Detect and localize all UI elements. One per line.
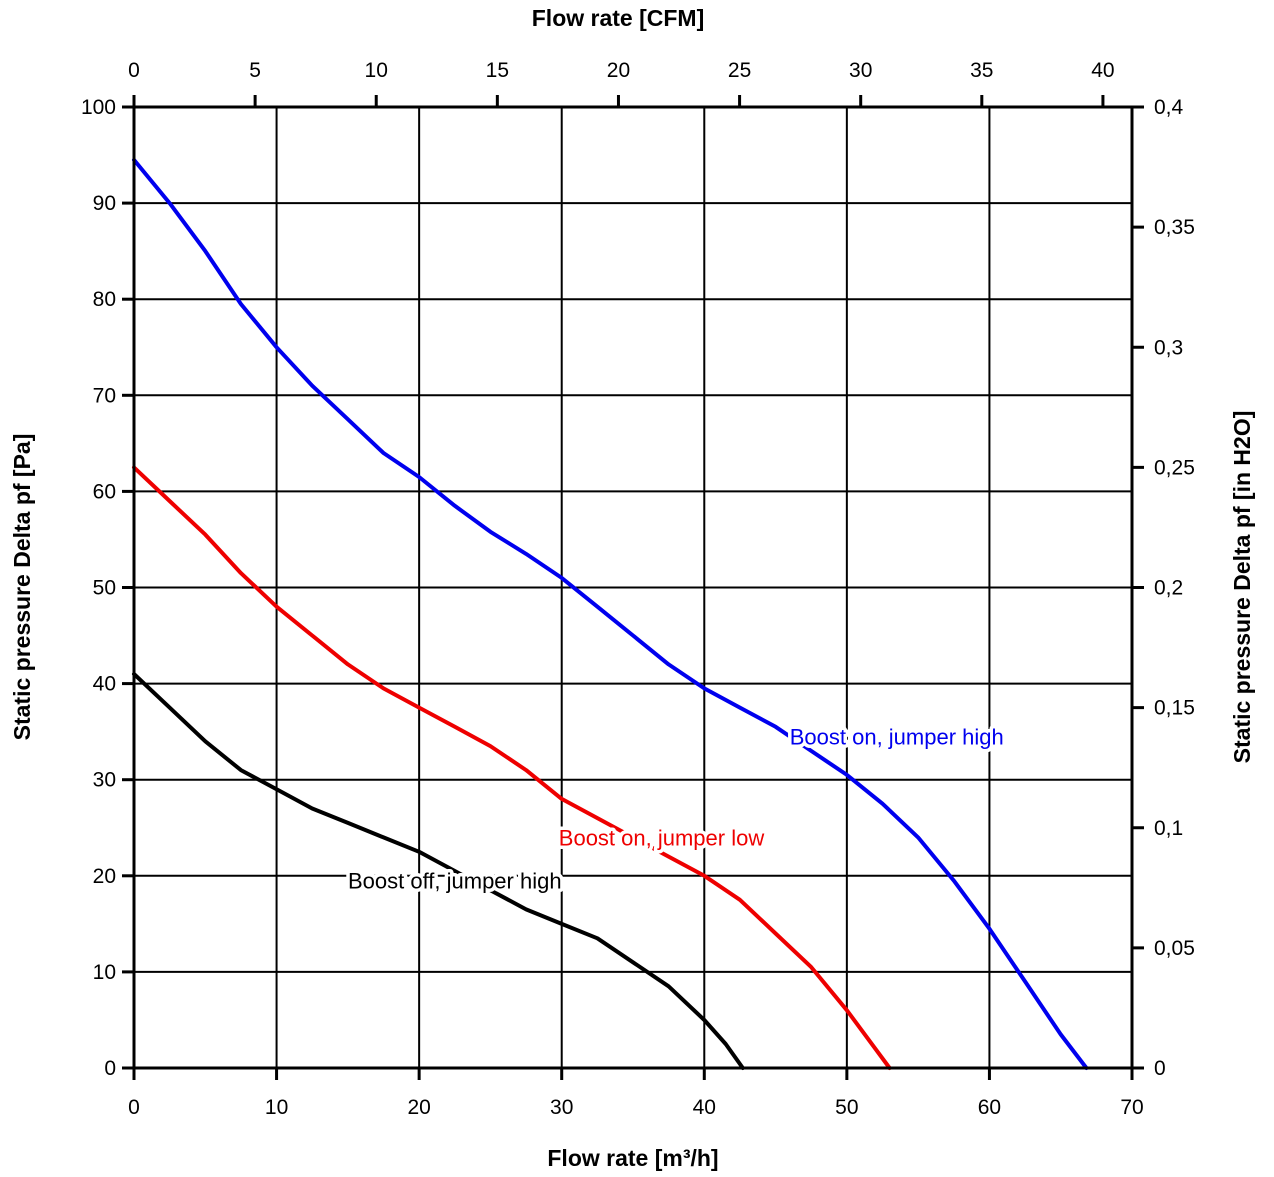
top-x-tick-label: 30 [849,59,872,82]
right-y-tick-label: 0,4 [1154,96,1184,119]
x-tick-label: 0 [128,1096,140,1119]
top-x-tick-label: 15 [486,59,509,82]
y-tick-label: 0 [104,1057,116,1080]
y-tick-label: 50 [93,577,116,600]
y-tick-label: 60 [93,480,116,503]
x-tick-label: 70 [1120,1096,1143,1119]
right-y-tick-label: 0 [1154,1057,1166,1080]
right-y-tick-label: 0,05 [1154,937,1195,960]
right-y-tick-label: 0,15 [1154,697,1195,720]
x-tick-label: 60 [978,1096,1001,1119]
series-layer [132,157,1089,1070]
y-tick-label: 40 [93,673,116,696]
top-x-tick-label: 40 [1091,59,1114,82]
y-tick-label: 20 [93,865,116,888]
top-x-tick-label: 35 [970,59,993,82]
axis-titles: Flow rate [m³/h] Flow rate [CFM] Static … [9,5,1255,1171]
right-y-tick-label: 0,35 [1154,216,1195,239]
grid [134,107,1132,1068]
series-label-1: Boost on, jumper low [559,825,765,850]
x-tick-label: 50 [835,1096,858,1119]
right-y-tick-label: 0,25 [1154,456,1195,479]
y-tick-label: 70 [93,384,116,407]
top-x-tick-label: 5 [249,59,261,82]
y-axis-title: Static pressure Delta pf [Pa] [9,434,35,741]
right-y-tick-label: 0,1 [1154,817,1183,840]
series-line-2 [132,672,745,1070]
top-x-tick-label: 0 [128,59,140,82]
top-x-axis-title: Flow rate [CFM] [532,5,705,31]
x-axis-title: Flow rate [m³/h] [547,1145,718,1171]
top-x-tick-label: 20 [607,59,630,82]
series-label-2: Boost off, jumper high [348,869,562,894]
series-label-0: Boost on, jumper high [790,724,1004,749]
series-line-1 [132,465,892,1070]
series-labels: Boost on, jumper high Boost on, jumper lo… [344,721,1007,897]
top-x-tick-label: 10 [365,59,388,82]
top-x-tick-label: 25 [728,59,751,82]
right-y-axis-title: Static pressure Delta pf [in H2O] [1229,411,1255,764]
right-y-tick-label: 0,2 [1154,577,1183,600]
x-tick-label: 30 [550,1096,573,1119]
y-tick-label: 30 [93,769,116,792]
x-tick-label: 40 [693,1096,716,1119]
right-y-tick-label: 0,3 [1154,336,1183,359]
series-line-0 [132,157,1089,1070]
y-tick-label: 90 [93,192,116,215]
y-tick-label: 10 [93,961,116,984]
x-tick-label: 10 [265,1096,288,1119]
x-tick-label: 20 [407,1096,430,1119]
y-tick-label: 100 [81,96,116,119]
y-tick-label: 80 [93,288,116,311]
